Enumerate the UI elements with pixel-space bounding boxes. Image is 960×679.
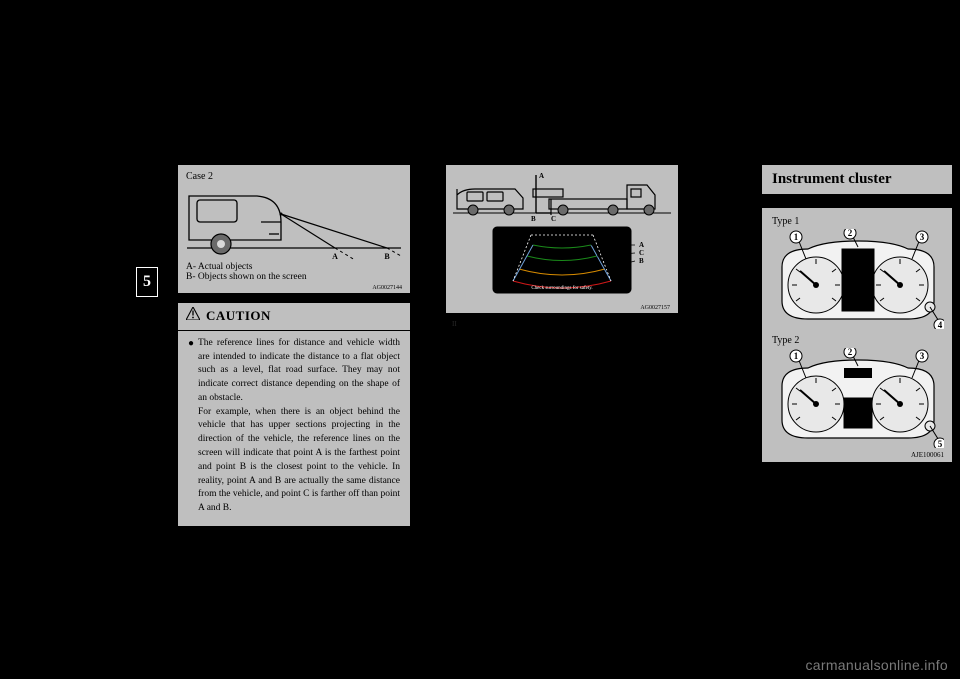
svg-text:2: 2 bbox=[848, 348, 853, 357]
type-1-label: Type 1 bbox=[772, 216, 946, 227]
figure-case-2: Case 2 bbox=[178, 165, 410, 293]
svg-text:A: A bbox=[332, 252, 338, 261]
warning-triangle-icon bbox=[186, 307, 200, 326]
cluster-type-2-diagram: 1 2 3 5 bbox=[772, 348, 944, 448]
svg-text:B: B bbox=[384, 252, 390, 261]
svg-text:5: 5 bbox=[938, 439, 943, 448]
figure-code: AJE100061 bbox=[911, 451, 944, 459]
svg-text:3: 3 bbox=[920, 351, 925, 361]
watermark: carmanualsonline.info bbox=[806, 657, 949, 673]
svg-text:1: 1 bbox=[794, 351, 799, 361]
caution-body: ● The reference lines for distance and v… bbox=[178, 331, 410, 526]
svg-text:2: 2 bbox=[848, 229, 853, 238]
type-2-label: Type 2 bbox=[772, 335, 946, 346]
section-title-text: Instrument cluster bbox=[772, 171, 892, 187]
figure-legend-b: B- Objects shown on the screen bbox=[186, 272, 402, 282]
section-tab-label: 5 bbox=[143, 273, 151, 290]
column-2: A B C bbox=[446, 165, 678, 313]
manual-page: 5 Case 2 bbox=[0, 0, 960, 679]
column-3: Instrument cluster Type 1 bbox=[762, 165, 952, 462]
svg-text:4: 4 bbox=[938, 320, 943, 329]
figure-legend-a: A- Actual objects bbox=[186, 262, 402, 272]
bullet-icon: ● bbox=[188, 337, 198, 516]
section-title-bar: Instrument cluster bbox=[762, 165, 952, 194]
svg-text:C: C bbox=[551, 215, 556, 223]
case-2-diagram: A B bbox=[187, 184, 401, 262]
svg-text:A: A bbox=[539, 172, 544, 180]
svg-text:3: 3 bbox=[920, 232, 925, 242]
cluster-type-1-diagram: 1 2 3 4 bbox=[772, 229, 944, 329]
svg-text:C: C bbox=[639, 249, 644, 257]
instrument-cluster-panel: Type 1 bbox=[762, 208, 952, 462]
stray-mark: II bbox=[452, 320, 457, 328]
svg-text:A: A bbox=[639, 241, 644, 249]
svg-text:B: B bbox=[531, 215, 536, 223]
svg-text:B: B bbox=[639, 257, 644, 265]
caution-text: The reference lines for distance and veh… bbox=[198, 337, 400, 516]
figure-code: AG0027157 bbox=[640, 305, 670, 311]
figure-truck: A B C bbox=[446, 165, 678, 313]
truck-diagram: A B C bbox=[453, 169, 671, 297]
section-tab: 5 bbox=[136, 267, 158, 297]
caution-box: CAUTION ● The reference lines for distan… bbox=[178, 303, 410, 526]
column-1: Case 2 bbox=[178, 165, 410, 526]
figure-case-2-title: Case 2 bbox=[186, 171, 402, 182]
caution-header: CAUTION bbox=[178, 303, 410, 331]
caution-title: CAUTION bbox=[206, 307, 271, 326]
svg-text:Check surroundings for safety.: Check surroundings for safety. bbox=[531, 286, 592, 291]
figure-code: AG0027144 bbox=[372, 285, 402, 291]
svg-text:1: 1 bbox=[794, 232, 799, 242]
